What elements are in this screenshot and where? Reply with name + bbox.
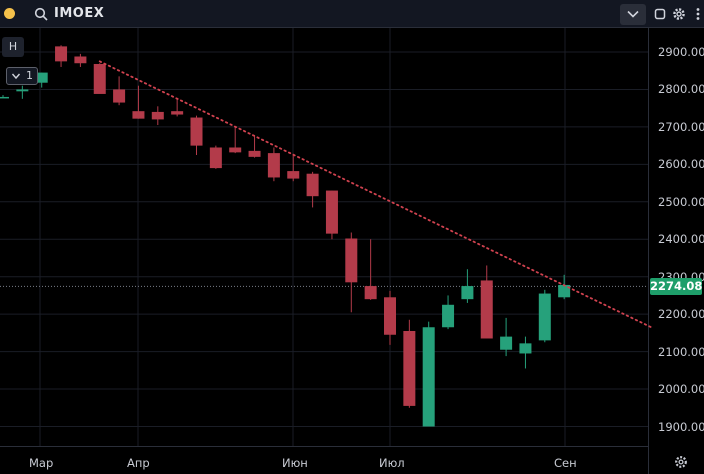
layers-toggle-button[interactable]: 1 bbox=[6, 67, 38, 85]
square-icon[interactable] bbox=[653, 7, 667, 21]
time-tick-label: Апр bbox=[127, 456, 150, 470]
candle-body bbox=[306, 173, 319, 197]
candle-body bbox=[345, 238, 358, 283]
candle-body bbox=[267, 153, 280, 178]
candle-body bbox=[442, 304, 455, 328]
time-tick-label: Мар bbox=[29, 456, 54, 470]
candle-body bbox=[74, 56, 87, 64]
candle-body bbox=[229, 147, 242, 153]
candle-body bbox=[403, 331, 416, 406]
window-dot-icon bbox=[4, 8, 15, 19]
candle-body bbox=[325, 190, 338, 234]
candle-body bbox=[132, 111, 145, 119]
chart-dropdown-button[interactable] bbox=[620, 4, 646, 25]
time-tick-label: Июн bbox=[282, 456, 308, 470]
price-tick-label: 2900.00 bbox=[658, 45, 704, 59]
candle-body bbox=[538, 293, 551, 341]
chevron-down-icon bbox=[627, 10, 639, 18]
candle-body bbox=[16, 89, 29, 92]
price-tick-label: 1900.00 bbox=[658, 419, 704, 434]
candle-body bbox=[461, 286, 474, 300]
candle-body bbox=[209, 147, 222, 169]
candle-body bbox=[384, 297, 396, 335]
candle-body bbox=[93, 63, 106, 94]
chevron-down-icon bbox=[11, 73, 21, 80]
candle-body bbox=[113, 89, 126, 103]
price-tick-label: 2100.00 bbox=[658, 344, 704, 359]
candle-body bbox=[500, 336, 513, 350]
price-tick-label: 2400.00 bbox=[658, 232, 704, 247]
symbol-search-input[interactable]: IMOEX bbox=[54, 6, 105, 21]
price-tick-label: 2500.00 bbox=[658, 194, 704, 209]
price-tick-label: 2000.00 bbox=[658, 382, 704, 397]
candle-body bbox=[480, 280, 493, 339]
time-tick-label: Сен bbox=[554, 456, 577, 470]
candle-body bbox=[151, 111, 164, 120]
candle-body bbox=[0, 96, 9, 99]
candle-body bbox=[558, 284, 571, 298]
layers-count: 1 bbox=[26, 69, 33, 82]
candlestick-chart[interactable] bbox=[0, 28, 704, 474]
search-icon[interactable] bbox=[34, 7, 48, 21]
more-icon[interactable] bbox=[691, 7, 704, 21]
candle-body bbox=[519, 343, 532, 354]
candle-body bbox=[35, 72, 48, 83]
time-tick-label: Июл bbox=[379, 456, 405, 470]
last-price-badge: 2274.08 bbox=[650, 278, 703, 296]
candle-body bbox=[422, 327, 435, 427]
candle-body bbox=[248, 150, 261, 157]
gear-icon[interactable] bbox=[672, 7, 686, 21]
settings-icon[interactable] bbox=[674, 455, 688, 469]
candle-body bbox=[287, 171, 300, 179]
price-tick-label: 2600.00 bbox=[658, 157, 704, 172]
candle-body bbox=[55, 46, 68, 62]
candle-body bbox=[171, 111, 184, 115]
top-toolbar: IMOEX bbox=[0, 0, 704, 28]
trendline[interactable] bbox=[98, 60, 653, 329]
price-tick-label: 2700.00 bbox=[658, 119, 704, 134]
price-tick-label: 2800.00 bbox=[658, 82, 704, 97]
candle-body bbox=[190, 117, 203, 146]
price-tick-label: 2200.00 bbox=[658, 307, 704, 322]
candle-body bbox=[364, 286, 377, 300]
hide-button[interactable]: H bbox=[2, 37, 24, 57]
